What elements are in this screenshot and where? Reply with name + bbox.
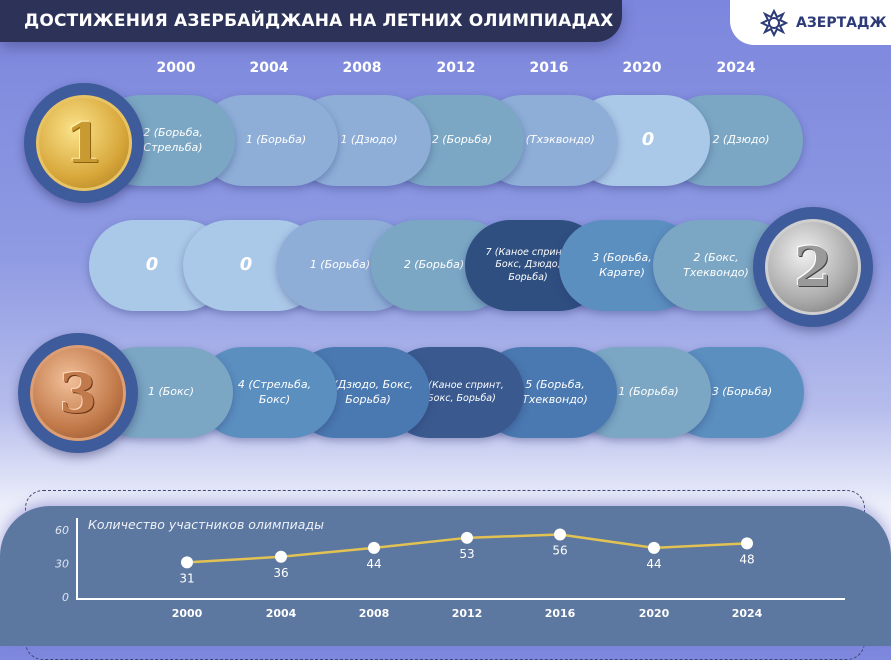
bronze-medal-icon: 3 bbox=[18, 333, 138, 453]
cell-text: 4 (Стрельба, Бокс) bbox=[237, 377, 312, 406]
azertac-logo-icon bbox=[760, 8, 788, 37]
year-label: 2004 bbox=[249, 60, 289, 76]
medal-number: 1 bbox=[36, 95, 132, 191]
year-label: 2008 bbox=[342, 60, 382, 76]
page-title: ДОСТИЖЕНИЯ АЗЕРБАЙДЖАНА НА ЛЕТНИХ ОЛИМПИ… bbox=[24, 11, 614, 31]
cell-text: 1 (Борьба) bbox=[309, 258, 371, 272]
x-tick-label: 2008 bbox=[359, 607, 390, 620]
data-point bbox=[461, 531, 473, 544]
cell-text: 0 bbox=[641, 129, 655, 151]
data-point bbox=[648, 541, 660, 554]
data-point bbox=[368, 541, 380, 554]
year-label: 2000 bbox=[156, 60, 196, 76]
year-label: 2024 bbox=[716, 60, 756, 76]
data-point bbox=[275, 550, 287, 563]
cell-text: 2 (Борьба, Стрельба) bbox=[143, 125, 203, 154]
cell-text: 2 (Бокс, Тхеквондо) bbox=[683, 250, 749, 279]
data-label: 56 bbox=[552, 543, 567, 557]
cell-text: 1 (Борьба) bbox=[618, 385, 679, 399]
data-point bbox=[181, 556, 193, 569]
cell-text: 3 (Борьба) bbox=[711, 385, 773, 399]
participants-chart: 0 30 60 Количество участников олимпиады 31 20… bbox=[55, 517, 845, 620]
logo: АЗЕРТАДЖ bbox=[730, 0, 891, 45]
cell-text: 0 bbox=[239, 254, 253, 276]
data-label: 36 bbox=[273, 566, 288, 580]
x-tick-label: 2000 bbox=[172, 607, 203, 620]
cell-text: 1 (Дзюдо) bbox=[340, 133, 398, 147]
data-label: 31 bbox=[179, 571, 194, 585]
x-tick-label: 2016 bbox=[545, 607, 576, 620]
data-label: 53 bbox=[459, 547, 474, 561]
year-label: 2012 bbox=[436, 60, 476, 76]
cell-text: 6 (Каное спринт, Бокс, Борьба) bbox=[419, 380, 504, 404]
logo-text: АЗЕРТАДЖ bbox=[796, 14, 887, 31]
chart-panel bbox=[0, 506, 891, 646]
chart-title: Количество участников олимпиады bbox=[88, 517, 324, 532]
data-label: 44 bbox=[646, 557, 661, 571]
title-bar: ДОСТИЖЕНИЯ АЗЕРБАЙДЖАНА НА ЛЕТНИХ ОЛИМПИ… bbox=[0, 0, 622, 42]
cell-text: 1 (Тхэквондо) bbox=[515, 133, 595, 147]
cell-text: 1 (Бокс) bbox=[147, 385, 195, 399]
gold-medal-icon: 1 bbox=[24, 83, 144, 203]
x-tick-label: 2004 bbox=[266, 607, 297, 620]
cell-text: 2 (Борьба) bbox=[431, 133, 493, 147]
cell-text: 2 (Борьба) bbox=[403, 258, 465, 272]
cell-text: 2 (Дзюдо) bbox=[712, 133, 770, 147]
cell-text: 5 (Борьба, Тхеквондо) bbox=[522, 377, 588, 406]
y-tick-label: 30 bbox=[55, 558, 69, 571]
cell-text: 7 (Каное спринт, Бокс, Дзюдо, Борьба) bbox=[485, 246, 571, 283]
medal-number: 3 bbox=[30, 345, 126, 441]
cell-text: 3 (Борьба, Карате) bbox=[592, 250, 652, 279]
y-tick-label: 60 bbox=[55, 524, 69, 537]
data-point bbox=[554, 528, 566, 541]
cell-text: 0 bbox=[145, 254, 159, 276]
x-tick-label: 2012 bbox=[452, 607, 483, 620]
cell-text: 1 (Борьба) bbox=[245, 133, 307, 147]
medal-number: 2 bbox=[765, 219, 861, 315]
x-tick-label: 2024 bbox=[732, 607, 763, 620]
x-tick-label: 2020 bbox=[639, 607, 670, 620]
year-label: 2016 bbox=[529, 60, 569, 76]
cell-text: 4 (Дзюдо, Бокс, Борьба) bbox=[322, 377, 414, 406]
y-tick-label: 0 bbox=[62, 591, 69, 604]
data-label: 44 bbox=[366, 557, 381, 571]
data-label: 48 bbox=[739, 552, 754, 566]
year-label: 2020 bbox=[622, 60, 662, 76]
silver-medal-icon: 2 bbox=[753, 207, 873, 327]
data-point bbox=[741, 537, 753, 550]
